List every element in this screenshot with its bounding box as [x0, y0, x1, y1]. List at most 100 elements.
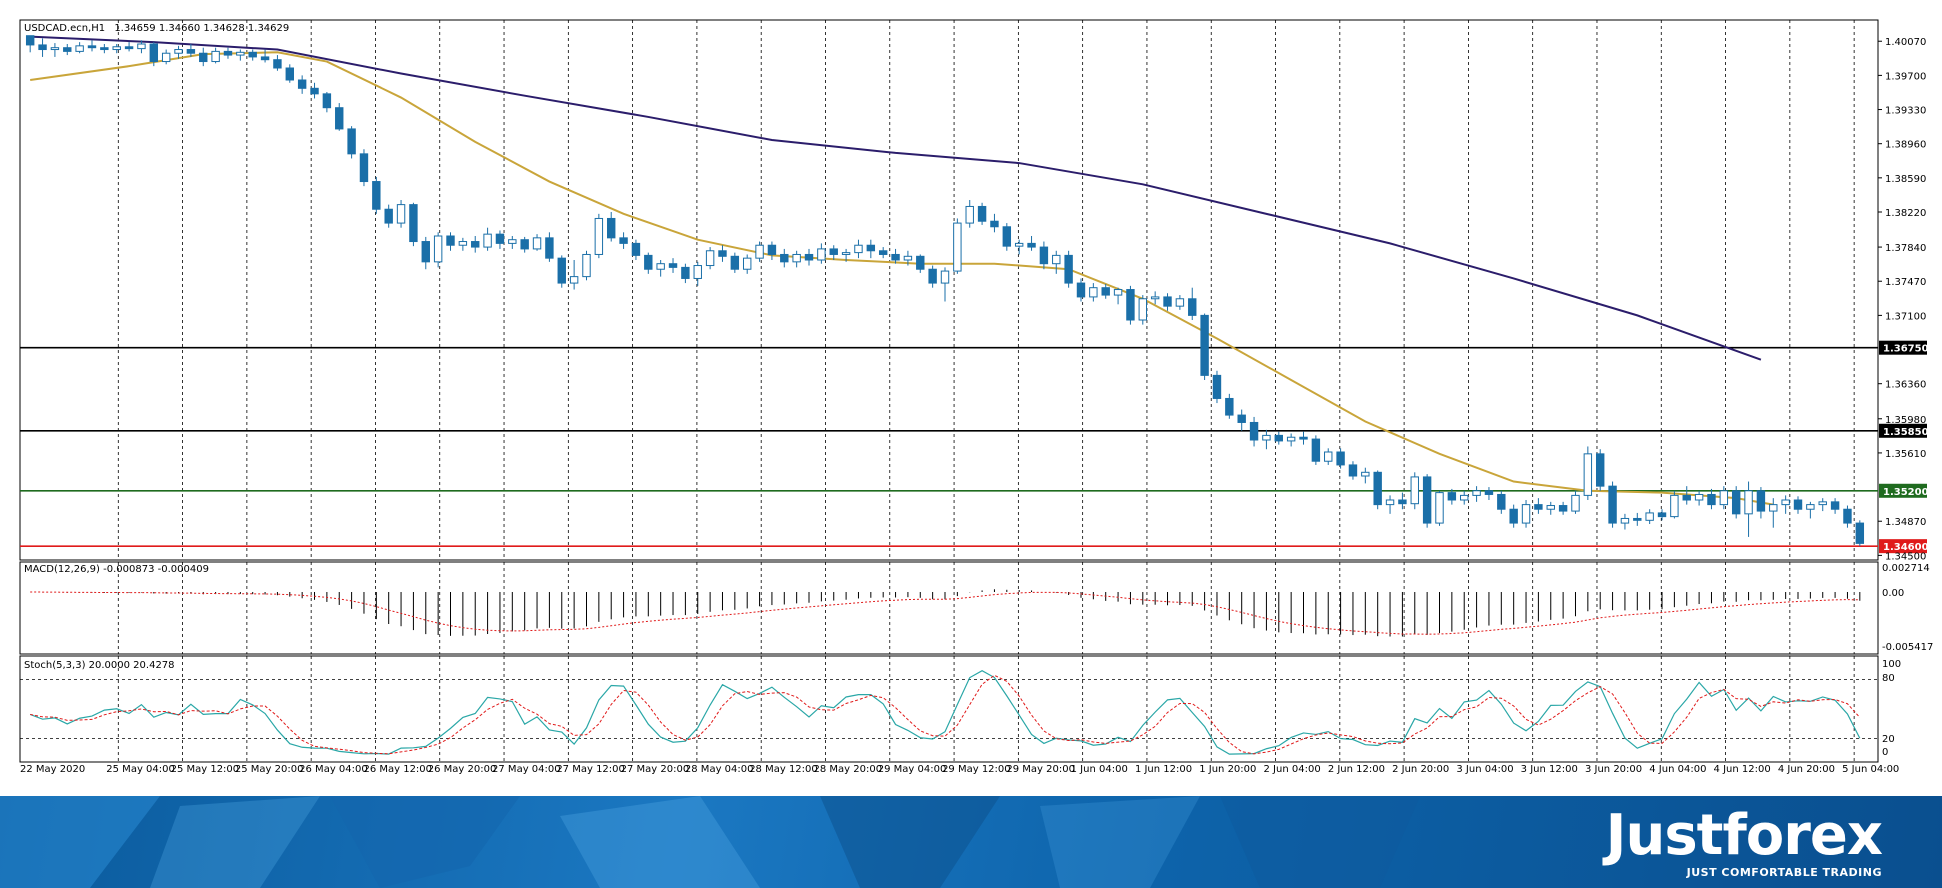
candle [1336, 448, 1345, 469]
candle [137, 40, 146, 54]
candle [1731, 486, 1741, 519]
candle-body [730, 255, 740, 270]
time-tick-label: 4 Jun 04:00 [1649, 764, 1706, 775]
candle-body [1460, 494, 1469, 501]
macd-panel-frame [19, 561, 1879, 655]
chart-header: USDCAD.ecn,H1 1.34659 1.34660 1.34628 1.… [24, 23, 289, 34]
candle-body [372, 181, 381, 210]
candle-body [1769, 504, 1778, 512]
candle-body [1595, 453, 1605, 487]
level-tag [1879, 340, 1927, 355]
candle-body [854, 244, 863, 254]
candle [199, 47, 208, 67]
candle-body [594, 217, 604, 255]
candle [891, 248, 900, 264]
candle-body [1781, 499, 1790, 506]
candle [780, 248, 789, 268]
time-tick-label: 1 Jun 20:00 [1199, 764, 1256, 775]
macd-label: MACD(12,26,9) -0.000873 -0.000409 [24, 564, 209, 575]
candle-body [532, 237, 542, 250]
candle [1064, 250, 1073, 288]
candle-body [149, 43, 159, 63]
time-tick-label: 29 May 12:00 [942, 764, 1011, 775]
candle [1855, 520, 1865, 547]
candle [1806, 501, 1815, 519]
price-tick-label: 1.34870 [1885, 517, 1926, 528]
candle-body [644, 254, 653, 270]
candle-body [891, 253, 900, 261]
candle-body [1682, 494, 1691, 501]
candle-body [297, 79, 307, 89]
time-tick-label: 28 May 12:00 [749, 764, 818, 775]
candle-body [1472, 490, 1481, 496]
candle-body [1707, 493, 1716, 506]
candle-body [1694, 493, 1704, 501]
candle-body [471, 241, 480, 248]
candle-body [1571, 494, 1580, 512]
candle-body [1509, 508, 1518, 524]
candle [211, 47, 220, 64]
candle-body [1324, 451, 1333, 462]
candle-body [1113, 289, 1123, 296]
candle-body [124, 46, 134, 50]
candle [1188, 287, 1197, 320]
candle-body [1014, 242, 1024, 247]
candle-body [1361, 471, 1370, 477]
candle-body [112, 46, 121, 51]
candle [471, 236, 480, 253]
candle-body [50, 47, 60, 51]
candle-body [1583, 453, 1593, 496]
time-tick-label: 2 Jun 04:00 [1264, 764, 1321, 775]
candle-body [582, 253, 591, 278]
candle [1645, 509, 1654, 524]
candle-body [780, 253, 789, 263]
price-axis: 1.40070 1.39700 1.39330 1.38960 1.38590 1.382… [1878, 37, 1926, 562]
stoch-panel-frame [19, 655, 1879, 763]
price-tick-label: 1.39700 [1885, 71, 1926, 82]
stoch-tick-100: 100 [1882, 659, 1901, 670]
candle-body [767, 244, 777, 255]
candle [1558, 501, 1568, 515]
macd-tick-bottom: -0.005417 [1882, 642, 1933, 653]
candle-body [1163, 296, 1172, 307]
candle [174, 45, 183, 59]
candle-body [656, 263, 665, 270]
level-label: 1.35850 [1883, 427, 1929, 438]
candle [1225, 393, 1234, 419]
level-tag [1879, 483, 1927, 498]
candle [631, 239, 641, 260]
candle [1311, 435, 1321, 465]
candle [1039, 241, 1049, 270]
candle [1138, 295, 1148, 325]
candle [335, 103, 344, 131]
time-tick-label: 25 May 20:00 [235, 764, 304, 775]
price-tick-label: 1.36360 [1885, 380, 1926, 391]
time-tick-label: 26 May 12:00 [363, 764, 432, 775]
candles [25, 35, 1865, 547]
candle-body [1830, 501, 1840, 510]
candle-body [953, 222, 962, 272]
candle-body [1719, 490, 1729, 506]
candle [582, 250, 591, 281]
candle [1694, 490, 1704, 506]
candle-body [1138, 298, 1148, 321]
support-resistance-levels: 1.36750 1.35850 1.35200 1.34600 [20, 340, 1929, 554]
candle [149, 42, 159, 67]
candle [619, 232, 628, 249]
candle [569, 260, 579, 290]
candle [1435, 490, 1444, 526]
candle [965, 200, 974, 228]
candle-body [1027, 242, 1036, 248]
candle-body [705, 250, 715, 267]
candle [297, 75, 307, 94]
candle-body [1126, 289, 1135, 321]
time-tick-label: 3 Jun 20:00 [1585, 764, 1642, 775]
candle [236, 49, 245, 61]
candle-body [1311, 438, 1321, 462]
time-tick-label: 28 May 04:00 [685, 764, 754, 775]
candle-body [495, 233, 505, 244]
candle [1163, 293, 1172, 311]
candle-body [38, 44, 47, 51]
price-tick-label: 1.38960 [1885, 140, 1926, 151]
candle-body [977, 205, 987, 222]
